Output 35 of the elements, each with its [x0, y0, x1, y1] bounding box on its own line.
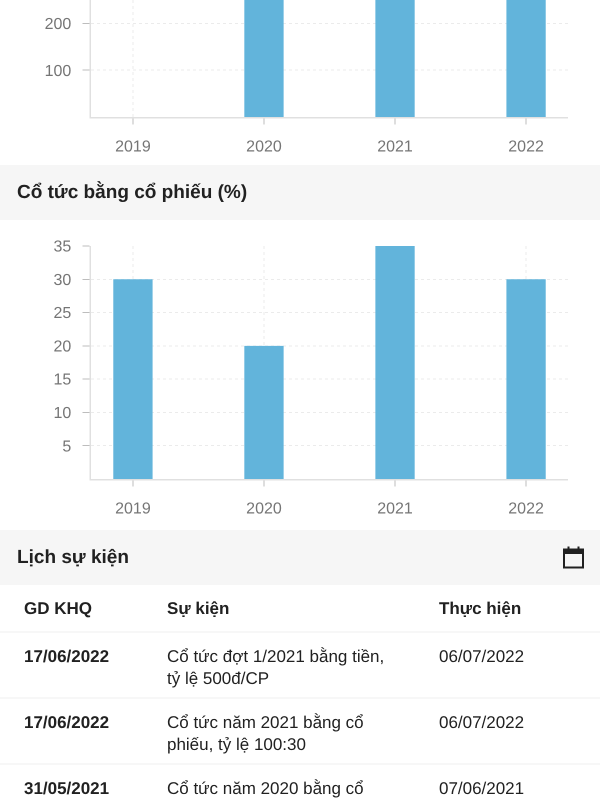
bar [113, 279, 153, 479]
y-tick-label: 35 [54, 238, 72, 256]
bar [506, 279, 546, 479]
x-tick-label: 2019 [115, 138, 151, 156]
y-tick-label: 30 [54, 272, 72, 289]
text: Cổ tức đợt 1/2021 bằng tiền, tỷ lệ 500đ/CP [167, 647, 384, 688]
x-tick-label: 2020 [246, 138, 282, 156]
y-tick-label: 10 [54, 405, 72, 422]
text: Thực hiện [439, 599, 522, 618]
y-tick-label: 25 [54, 305, 72, 322]
y-tick-label: 5 [62, 438, 72, 456]
x-tick-label: 2022 [508, 500, 544, 518]
text: 06/07/2022 [439, 647, 524, 666]
x-tick-label: 2021 [377, 500, 413, 518]
text: Cổ tức năm 2020 bằng cổ [167, 779, 364, 798]
text: 17/06/2022 [24, 713, 110, 732]
x-tick-label: 2020 [246, 500, 282, 518]
text: Cổ tức năm 2021 bằng cổ phiếu, tỷ lệ 100:30 [167, 713, 364, 754]
x-tick-label: 2021 [377, 138, 413, 156]
text: Sự kiện [167, 599, 230, 618]
text: 07/06/2021 [439, 779, 524, 798]
y-tick-label: 15 [54, 372, 72, 389]
bar [375, 246, 415, 479]
y-tick-label: 200 [44, 16, 72, 33]
text: 17/06/2022 [24, 647, 110, 666]
y-tick-label: 100 [44, 62, 72, 80]
text: Lịch sự kiện [17, 547, 129, 568]
text: 06/07/2022 [439, 713, 524, 732]
text: 31/05/2021 [24, 779, 110, 798]
chart-title: Cổ tức bằng cổ phiếu (%) [17, 181, 248, 203]
x-tick-label: 2022 [508, 138, 544, 156]
bar [244, 346, 284, 479]
y-tick-label: 20 [54, 338, 72, 356]
text: GD KHQ [24, 599, 92, 618]
x-tick-label: 2019 [115, 500, 151, 518]
